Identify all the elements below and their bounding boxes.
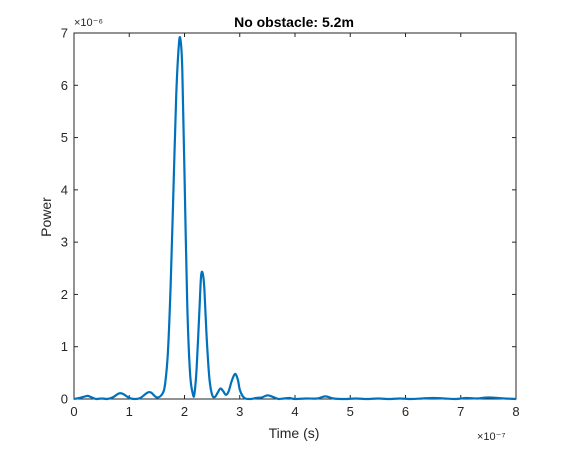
x-axis-exponent: ×10⁻⁷ (477, 431, 505, 443)
x-tick-label: 0 (70, 404, 77, 419)
y-tick-label: 5 (61, 130, 68, 145)
x-tick-label: 5 (347, 404, 354, 419)
x-tick-label: 2 (181, 404, 188, 419)
x-tick-label: 8 (512, 404, 519, 419)
y-tick-label: 2 (61, 287, 68, 302)
x-tick-label: 7 (457, 404, 464, 419)
x-axis-label: Time (s) (269, 425, 320, 441)
y-tick-label: 7 (61, 26, 68, 41)
x-tick-label: 1 (126, 404, 133, 419)
y-tick-label: 3 (61, 235, 68, 250)
plot-area: 0 1 2 3 4 5 6 7 8 0 1 2 3 4 5 6 7 (61, 26, 520, 420)
x-tick-label: 6 (402, 404, 409, 419)
y-axis-label: Power (38, 197, 54, 237)
axes-box (73, 32, 517, 400)
y-tick-label: 6 (61, 78, 68, 93)
y-axis-exponent: ×10⁻⁶ (74, 17, 103, 29)
x-tick-label: 3 (236, 404, 243, 419)
series-line-0 (73, 35, 517, 401)
y-tick-label: 1 (61, 339, 68, 354)
chart-title: No obstacle: 5.2m (234, 14, 354, 30)
y-tick-label: 0 (61, 392, 68, 407)
y-tick-label: 4 (61, 182, 68, 197)
x-tick-label: 4 (291, 404, 298, 419)
